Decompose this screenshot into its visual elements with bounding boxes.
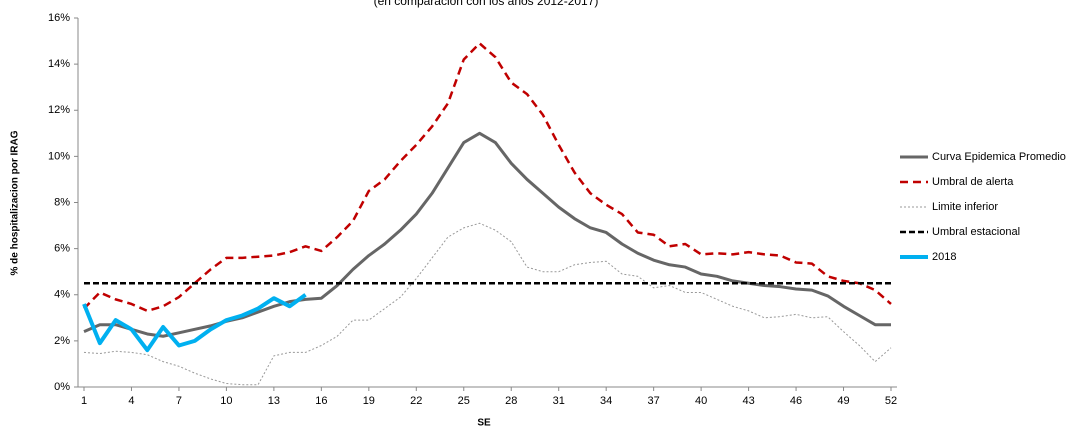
x-tick-label: 49 xyxy=(837,395,849,407)
legend-label: 2018 xyxy=(932,251,956,263)
legend-label: Umbral de alerta xyxy=(932,176,1014,188)
x-tick-label: 37 xyxy=(648,395,660,407)
x-tick-label: 7 xyxy=(176,395,182,407)
x-tick-label: 16 xyxy=(315,395,327,407)
y-tick-label: 10% xyxy=(48,150,70,162)
x-tick-label: 19 xyxy=(363,395,375,407)
y-tick-label: 0% xyxy=(54,381,70,393)
y-tick-label: 14% xyxy=(48,58,70,70)
y-tick-label: 12% xyxy=(48,104,70,116)
y-tick-label: 16% xyxy=(48,12,70,24)
chart-subtitle: (en comparación con los años 2012-2017) xyxy=(374,0,599,8)
x-tick-label: 13 xyxy=(268,395,280,407)
series-line xyxy=(82,293,307,353)
x-tick-label: 34 xyxy=(600,395,612,407)
x-tick-label: 43 xyxy=(742,395,754,407)
x-tick-label: 1 xyxy=(81,395,87,407)
x-tick-label: 22 xyxy=(410,395,422,407)
x-tick-label: 52 xyxy=(885,395,897,407)
x-tick-label: 10 xyxy=(220,395,232,407)
series-line xyxy=(83,42,892,313)
y-tick-label: 8% xyxy=(54,196,70,208)
legend-label: Umbral estacional xyxy=(932,226,1020,238)
legend-label: Limite inferior xyxy=(932,201,998,213)
x-tick-label: 31 xyxy=(553,395,565,407)
legend-label: Curva Epidemica Promedio xyxy=(932,151,1066,163)
x-tick-label: 46 xyxy=(790,395,802,407)
series-line xyxy=(83,131,891,338)
y-tick-label: 4% xyxy=(54,289,70,301)
x-axis-label: SE xyxy=(477,418,491,429)
x-tick-label: 28 xyxy=(505,395,517,407)
x-tick-label: 40 xyxy=(695,395,707,407)
series-line xyxy=(83,222,892,386)
x-tick-label: 25 xyxy=(458,395,470,407)
y-axis-label: % de hospitalizacion por IRAG xyxy=(10,130,21,275)
y-tick-label: 2% xyxy=(54,335,70,347)
y-tick-label: 6% xyxy=(54,243,70,255)
x-tick-label: 4 xyxy=(128,395,134,407)
